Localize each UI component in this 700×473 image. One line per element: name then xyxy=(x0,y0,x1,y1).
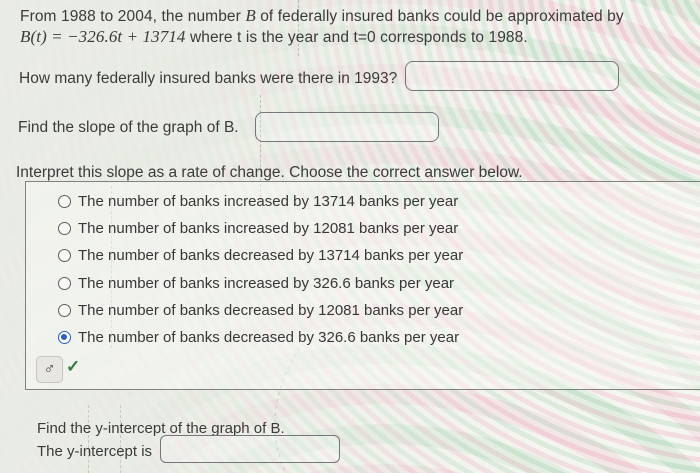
screen-artifact-line xyxy=(88,405,89,473)
radio-option-label[interactable]: The number of banks increased by 12081 b… xyxy=(78,219,459,237)
problem-statement: From 1988 to 2004, the number B of feder… xyxy=(20,6,624,48)
multiple-choice-panel: The number of banks increased by 13714 b… xyxy=(25,181,700,390)
radio-option-4[interactable]: The number of banks increased by 326.6 b… xyxy=(58,274,454,292)
question-banks-1993-label: How many federally insured banks were th… xyxy=(19,70,398,87)
answer-tool-button[interactable]: ♂ xyxy=(36,356,63,383)
screen-artifact-line xyxy=(260,95,261,207)
intro-text: From 1988 to 2004, the number xyxy=(20,8,246,25)
radio-unselected-icon[interactable] xyxy=(58,303,71,317)
interpret-slope-prompt: Interpret this slope as a rate of change… xyxy=(16,164,523,181)
intro-text: where t is the year and t=0 corresponds … xyxy=(185,29,528,46)
screen-artifact-line xyxy=(111,186,112,348)
radio-option-label[interactable]: The number of banks decreased by 13714 b… xyxy=(78,246,464,264)
intro-text: of federally insured banks could be appr… xyxy=(255,8,624,25)
male-symbol-icon: ♂ xyxy=(43,360,56,378)
answer-input-banks-1993[interactable] xyxy=(405,61,619,91)
math-formula: B(t) = −326.6t + 13714 xyxy=(20,27,186,46)
radio-option-label[interactable]: The number of banks increased by 13714 b… xyxy=(78,192,459,210)
radio-option-2[interactable]: The number of banks increased by 12081 b… xyxy=(58,219,458,237)
radio-option-1[interactable]: The number of banks increased by 13714 b… xyxy=(58,192,458,210)
radio-option-6-selected[interactable]: The number of banks decreased by 326.6 b… xyxy=(58,328,459,346)
radio-option-label[interactable]: The number of banks increased by 326.6 b… xyxy=(78,274,455,292)
math-variable-B: B xyxy=(245,6,256,25)
radio-selected-icon[interactable] xyxy=(58,330,71,344)
radio-option-3[interactable]: The number of banks decreased by 13714 b… xyxy=(58,246,463,264)
screen-artifact-line xyxy=(120,405,121,473)
question-y-intercept-prompt: Find the y-intercept of the graph of B. xyxy=(37,420,285,437)
radio-unselected-icon[interactable] xyxy=(58,276,71,290)
screen-artifact-line xyxy=(298,0,299,56)
correct-checkmark-icon: ✓ xyxy=(66,357,81,376)
y-intercept-is-label: The y-intercept is xyxy=(37,443,153,460)
radio-option-label[interactable]: The number of banks decreased by 326.6 b… xyxy=(78,328,460,346)
answer-input-y-intercept[interactable] xyxy=(160,435,340,463)
answer-input-slope[interactable] xyxy=(255,112,439,142)
radio-unselected-icon[interactable] xyxy=(58,194,71,208)
radio-option-label[interactable]: The number of banks decreased by 12081 b… xyxy=(78,301,464,319)
question-slope-label: Find the slope of the graph of B. xyxy=(18,119,239,136)
radio-unselected-icon[interactable] xyxy=(58,248,71,262)
radio-unselected-icon[interactable] xyxy=(58,221,71,235)
radio-option-5[interactable]: The number of banks decreased by 12081 b… xyxy=(58,301,463,319)
